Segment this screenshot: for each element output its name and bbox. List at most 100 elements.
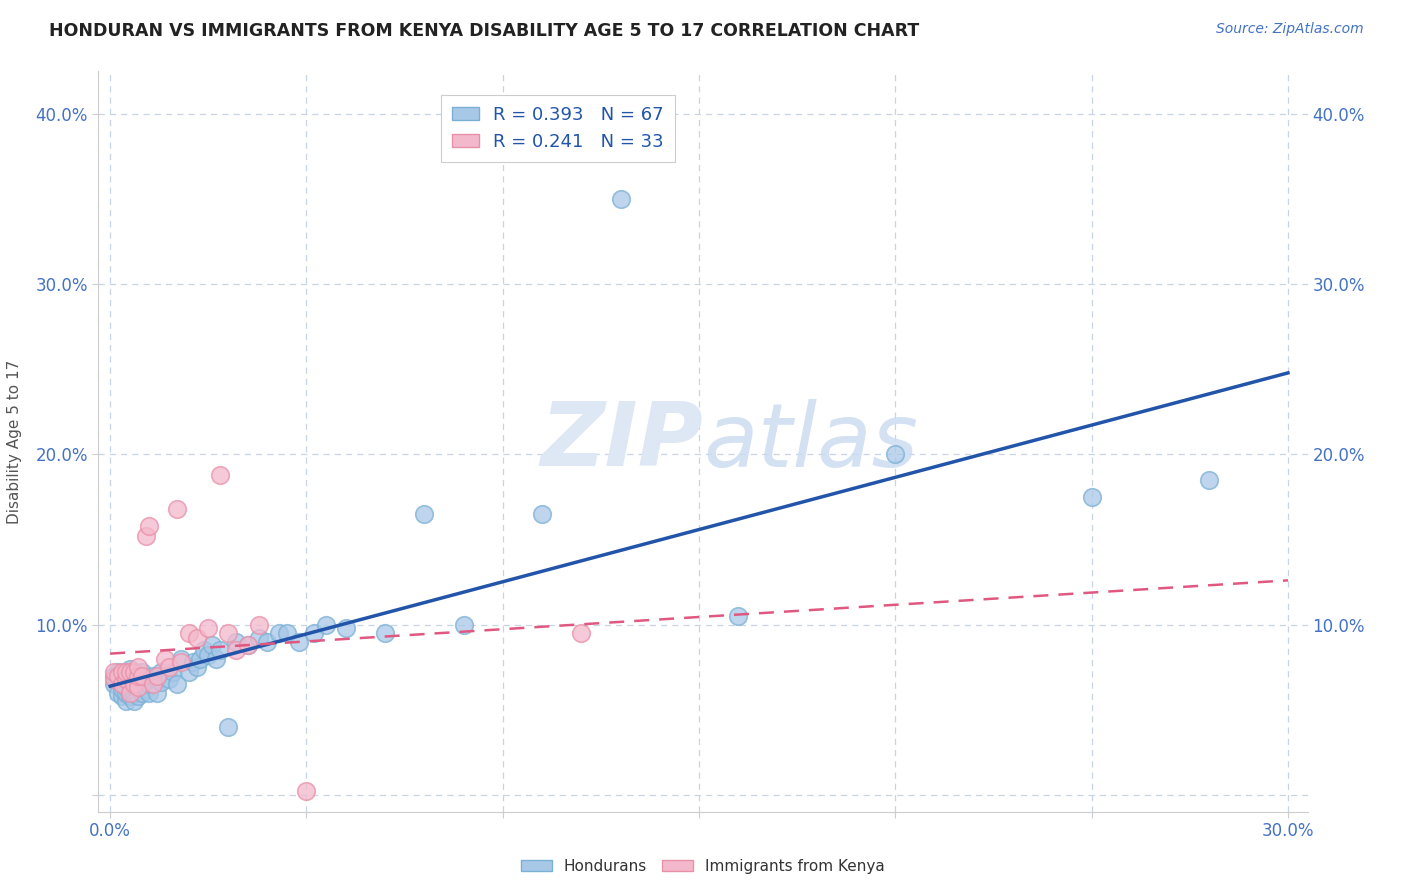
Point <box>127 660 149 674</box>
Point <box>197 648 219 662</box>
Point <box>135 672 157 686</box>
Legend: Hondurans, Immigrants from Kenya: Hondurans, Immigrants from Kenya <box>515 853 891 880</box>
Point <box>247 617 270 632</box>
Point <box>236 638 259 652</box>
Point <box>127 668 149 682</box>
Point <box>131 675 153 690</box>
Point <box>118 675 141 690</box>
Point <box>177 626 200 640</box>
Point <box>115 668 138 682</box>
Point <box>315 617 337 632</box>
Point <box>225 643 247 657</box>
Point <box>609 192 631 206</box>
Point <box>413 507 436 521</box>
Point <box>127 668 149 682</box>
Point <box>267 626 290 640</box>
Point <box>118 682 141 697</box>
Point <box>118 689 141 703</box>
Point <box>146 672 169 686</box>
Point <box>118 662 141 676</box>
Text: ZIP: ZIP <box>540 398 703 485</box>
Point <box>138 677 160 691</box>
Point <box>205 651 228 665</box>
Point <box>122 694 145 708</box>
Point <box>131 685 153 699</box>
Point <box>177 665 200 680</box>
Point <box>1198 473 1220 487</box>
Legend: R = 0.393   N = 67, R = 0.241   N = 33: R = 0.393 N = 67, R = 0.241 N = 33 <box>441 95 675 161</box>
Point <box>107 665 129 680</box>
Point <box>127 681 149 695</box>
Point <box>111 682 134 697</box>
Point <box>157 672 180 686</box>
Point <box>107 685 129 699</box>
Point <box>209 467 232 482</box>
Point <box>127 677 149 691</box>
Point <box>197 621 219 635</box>
Point <box>247 631 270 645</box>
Point <box>122 681 145 695</box>
Point <box>727 609 749 624</box>
Point <box>157 660 180 674</box>
Point <box>335 621 357 635</box>
Point <box>111 689 134 703</box>
Point <box>146 668 169 682</box>
Point <box>142 668 165 682</box>
Point <box>131 668 153 682</box>
Point <box>103 665 125 680</box>
Point <box>103 677 125 691</box>
Point <box>217 626 239 640</box>
Point <box>884 447 907 461</box>
Y-axis label: Disability Age 5 to 17: Disability Age 5 to 17 <box>7 359 21 524</box>
Point <box>201 638 224 652</box>
Point <box>166 501 188 516</box>
Point <box>569 626 592 640</box>
Point <box>1080 490 1102 504</box>
Point <box>287 634 309 648</box>
Point <box>127 689 149 703</box>
Point <box>225 634 247 648</box>
Point <box>209 643 232 657</box>
Point <box>146 685 169 699</box>
Point <box>122 677 145 691</box>
Point <box>276 626 298 640</box>
Point <box>256 634 278 648</box>
Point <box>138 518 160 533</box>
Point <box>453 617 475 632</box>
Point <box>170 655 193 669</box>
Point <box>115 665 138 680</box>
Point <box>236 638 259 652</box>
Point <box>295 784 318 798</box>
Point <box>122 672 145 686</box>
Point <box>170 651 193 665</box>
Point <box>138 685 160 699</box>
Point <box>103 668 125 682</box>
Point <box>181 655 204 669</box>
Point <box>374 626 396 640</box>
Point <box>135 682 157 697</box>
Point <box>186 631 208 645</box>
Point <box>111 677 134 691</box>
Point <box>115 685 138 699</box>
Point <box>142 677 165 691</box>
Text: Source: ZipAtlas.com: Source: ZipAtlas.com <box>1216 22 1364 37</box>
Point <box>193 643 215 657</box>
Point <box>135 529 157 543</box>
Point <box>111 672 134 686</box>
Point <box>186 660 208 674</box>
Point <box>115 681 138 695</box>
Point <box>118 685 141 699</box>
Point <box>115 694 138 708</box>
Point <box>111 665 134 680</box>
Point <box>166 677 188 691</box>
Point <box>304 626 326 640</box>
Point <box>122 665 145 680</box>
Point <box>131 665 153 680</box>
Point <box>153 651 176 665</box>
Point <box>531 507 554 521</box>
Point <box>107 668 129 682</box>
Point <box>103 672 125 686</box>
Point <box>150 675 173 690</box>
Text: HONDURAN VS IMMIGRANTS FROM KENYA DISABILITY AGE 5 TO 17 CORRELATION CHART: HONDURAN VS IMMIGRANTS FROM KENYA DISABI… <box>49 22 920 40</box>
Point <box>115 672 138 686</box>
